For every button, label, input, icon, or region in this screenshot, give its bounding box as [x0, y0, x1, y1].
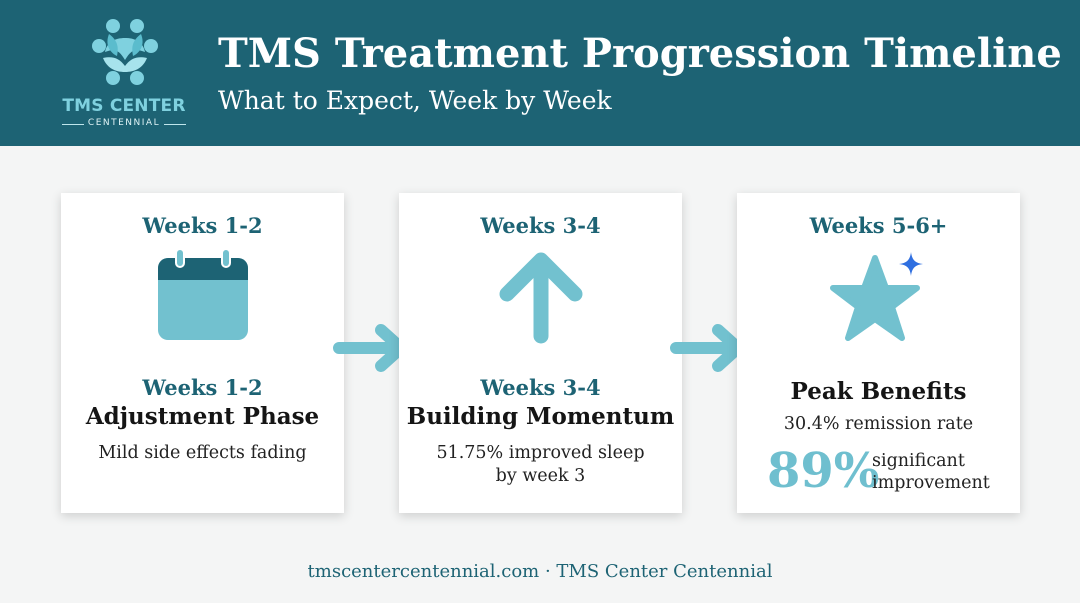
interlocking-people-icon	[92, 19, 158, 85]
card-weeks-3-4: Weeks 3-4 Weeks 3-4 Building Momentum 51…	[399, 193, 682, 513]
footer-credit[interactable]: tmscentercentennial.com · TMS Center Cen…	[307, 561, 773, 582]
logo[interactable]: TMS CENTER CENTENNIAL	[58, 16, 190, 134]
card-weeks-5-6: Weeks 5-6+ Peak Benefits 30.4% remission…	[737, 193, 1020, 513]
logo-name: TMS CENTER	[62, 96, 186, 116]
improvement-percentage: 89%	[767, 443, 880, 499]
remission-rate: 30.4% remission rate	[783, 414, 974, 434]
header-banner: TMS CENTER CENTENNIAL TMS Treatment Prog…	[0, 0, 1080, 146]
card-description: Mild side effects fading	[98, 443, 307, 463]
logo-subtitle: CENTENNIAL	[87, 118, 161, 128]
improvement-label: significant improvement	[872, 451, 990, 493]
card-weeks-1-2: Weeks 1-2 Weeks 1-2 Adjustment Phase Mil…	[61, 193, 344, 513]
page-subtitle: What to Expect, Week by Week	[218, 86, 612, 115]
calendar-icon	[158, 248, 248, 340]
up-arrow-icon	[499, 252, 583, 344]
card-heading: Weeks 1-2	[142, 213, 263, 238]
card-subheading: Weeks 1-2	[142, 375, 263, 400]
page-title: TMS Treatment Progression Timeline	[218, 30, 1062, 77]
card-phase: Peak Benefits	[790, 378, 967, 405]
logo-divider-right	[164, 124, 186, 125]
card-description: 51.75% improved sleep by week 3	[436, 443, 645, 486]
star-sparkle-icon	[830, 252, 923, 341]
card-subheading: Weeks 3-4	[480, 375, 601, 400]
logo-divider-left	[62, 124, 84, 125]
card-heading: Weeks 3-4	[480, 213, 601, 238]
card-heading: Weeks 5-6+	[809, 213, 948, 238]
card-phase: Building Momentum	[406, 403, 675, 430]
card-phase: Adjustment Phase	[85, 403, 320, 430]
